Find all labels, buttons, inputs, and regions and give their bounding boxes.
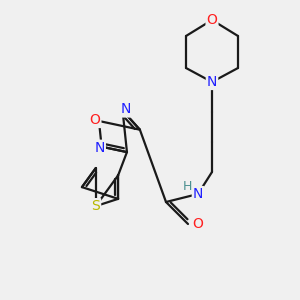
Text: N: N	[207, 75, 217, 89]
Text: N: N	[94, 141, 105, 155]
Text: S: S	[92, 199, 100, 213]
Text: N: N	[120, 103, 131, 116]
Text: N: N	[193, 187, 203, 201]
Text: O: O	[89, 113, 100, 127]
Text: O: O	[193, 217, 203, 231]
Text: O: O	[207, 13, 218, 27]
Text: H: H	[182, 179, 192, 193]
